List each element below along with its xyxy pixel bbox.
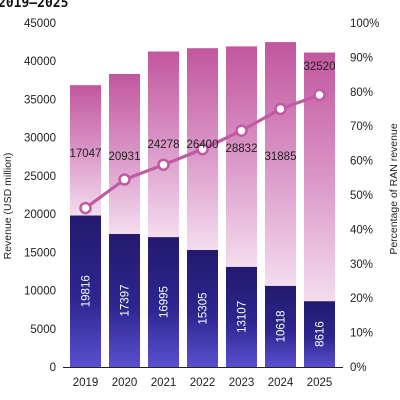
left-axis-ticks: 0 5000 10000 15000 20000 25000 30000 35000 40000… <box>24 18 56 374</box>
percentage-point <box>313 88 326 102</box>
bar-top-segment <box>70 85 101 216</box>
bar-bottom-segment <box>304 301 335 367</box>
x-tick-label: 2021 <box>151 377 177 389</box>
y2-tick-label: 70% <box>350 121 373 133</box>
y2-axis-label: Percentage of RAN revenue <box>388 123 400 254</box>
bar-bottom-value-label: 13107 <box>237 301 249 333</box>
y2-tick-label: 40% <box>350 224 373 236</box>
bar-top-segment <box>265 42 296 286</box>
bar-bottom-segment <box>226 266 257 367</box>
x-tick-label: 2023 <box>229 377 255 389</box>
y2-tick-label: 10% <box>350 328 373 340</box>
bar-top-segment <box>109 74 140 235</box>
bar-bottom-value-label: 10618 <box>276 310 288 342</box>
y-tick-label: 35000 <box>24 94 56 106</box>
bar-top-value-label: 26400 <box>187 139 219 151</box>
x-tick-label: 2020 <box>112 377 138 389</box>
bar-bottom-segment <box>70 215 101 367</box>
percentage-point <box>196 142 209 156</box>
y-tick-label: 30000 <box>24 133 56 145</box>
bar-top-value-label: 24278 <box>148 139 180 151</box>
x-tick-label: 2024 <box>268 377 294 389</box>
y2-tick-label: 20% <box>350 293 373 305</box>
x-tick-label: 2025 <box>307 377 333 389</box>
y2-tick-label: 100% <box>350 18 379 30</box>
bar-labels: 19816 17397 16995 15305 13107 10618 8616 <box>81 275 327 347</box>
y2-tick-label: 80% <box>350 87 373 99</box>
bar-bottom-value-label: 15305 <box>198 293 210 325</box>
bar-bottom-segment <box>148 237 179 367</box>
bar-top-value-label: 32520 <box>304 61 336 73</box>
bar-top-segment <box>148 51 179 238</box>
y-tick-label: 45000 <box>24 18 56 30</box>
y-tick-label: 40000 <box>24 56 56 68</box>
y2-tick-label: 30% <box>350 259 373 271</box>
y-tick-label: 0 <box>50 362 56 374</box>
percentage-point <box>118 173 131 186</box>
bar-bottom-value-label: 17397 <box>120 285 132 317</box>
bar-bottom-segment <box>109 234 140 367</box>
y2-tick-label: 60% <box>350 156 373 168</box>
x-tick-label: 2019 <box>73 377 99 389</box>
y2-tick-label: 0% <box>350 362 367 374</box>
bar-bottom-value-label: 16995 <box>159 286 171 318</box>
percentage-point <box>157 158 170 171</box>
chart-title: 2019–2025 <box>0 0 68 11</box>
y-axis-label: Revenue (USD million) <box>2 153 14 260</box>
y2-tick-label: 50% <box>350 190 373 202</box>
bar-top-segment <box>226 46 257 267</box>
y-tick-label: 15000 <box>24 247 56 259</box>
y-tick-label: 20000 <box>24 209 56 221</box>
bars <box>70 42 335 367</box>
bar-top-value-label: 28832 <box>226 143 258 155</box>
bar-top-value-label: 31885 <box>265 151 297 163</box>
y-tick-label: 25000 <box>24 171 56 183</box>
bar-bottom-value-label: 19816 <box>81 275 93 307</box>
y-tick-label: 10000 <box>24 286 56 298</box>
bar-bottom-segment <box>265 285 296 367</box>
x-axis-ticks: 2019 2020 2021 2022 2023 2024 2025 <box>73 377 333 389</box>
x-tick-label: 2022 <box>190 377 216 389</box>
bar-bottom-segment <box>187 250 218 367</box>
right-axis-ticks: 0% 10% 20% 30% 40% 50% 60% 70% 80% 90% 100% <box>350 18 379 374</box>
percentage-point <box>235 124 248 137</box>
y2-tick-label: 90% <box>350 52 373 64</box>
bar-top-value-label: 20931 <box>109 151 141 163</box>
bar-bottom-value-label: 8616 <box>315 321 327 347</box>
bar-top-value-label: 17047 <box>70 148 102 160</box>
percentage-line: 17047 20931 24278 26400 28832 31885 32520 <box>70 61 336 215</box>
percentage-point <box>274 102 287 116</box>
percentage-point <box>79 201 92 215</box>
y-tick-label: 5000 <box>30 324 56 336</box>
